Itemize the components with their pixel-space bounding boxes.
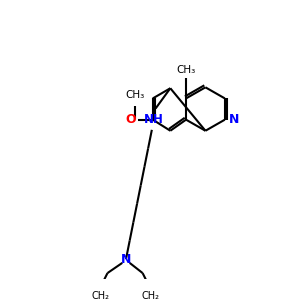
Text: O: O bbox=[125, 113, 136, 126]
Text: N: N bbox=[229, 113, 239, 126]
Text: N: N bbox=[121, 253, 131, 266]
Text: CH₃: CH₃ bbox=[126, 90, 145, 100]
Text: CH₃: CH₃ bbox=[176, 65, 196, 75]
Text: CH₂: CH₂ bbox=[141, 291, 159, 300]
Text: NH: NH bbox=[144, 113, 164, 126]
Text: CH₂: CH₂ bbox=[91, 291, 109, 300]
